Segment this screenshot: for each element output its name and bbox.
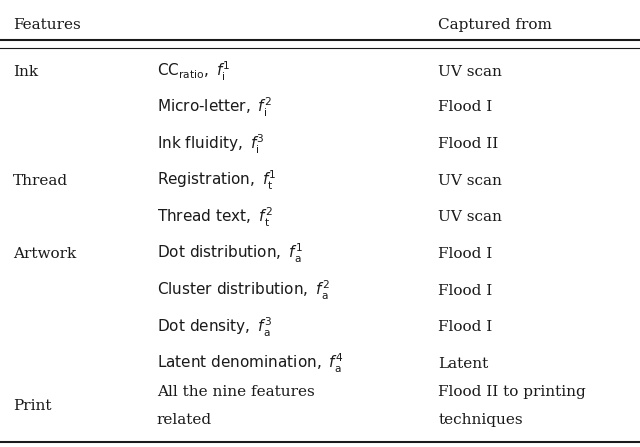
Text: Print: Print xyxy=(13,399,51,413)
Text: $\mathrm{Ink\ fluidity},\ f_{\mathrm{i}}^{3}$: $\mathrm{Ink\ fluidity},\ f_{\mathrm{i}}… xyxy=(157,132,264,156)
Text: Flood I: Flood I xyxy=(438,247,493,261)
Text: UV scan: UV scan xyxy=(438,173,502,188)
Text: Latent: Latent xyxy=(438,357,489,371)
Text: $\mathrm{Micro\text{-}letter},\ f_{\mathrm{i}}^{2}$: $\mathrm{Micro\text{-}letter},\ f_{\math… xyxy=(157,96,272,119)
Text: related: related xyxy=(157,413,212,427)
Text: $\mathrm{Registration},\ f_{\mathrm{t}}^{1}$: $\mathrm{Registration},\ f_{\mathrm{t}}^… xyxy=(157,169,276,192)
Text: Artwork: Artwork xyxy=(13,247,76,261)
Text: $\mathrm{Dot\ density},\ f_{\mathrm{a}}^{3}$: $\mathrm{Dot\ density},\ f_{\mathrm{a}}^… xyxy=(157,316,272,339)
Text: UV scan: UV scan xyxy=(438,64,502,79)
Text: Flood I: Flood I xyxy=(438,100,493,114)
Text: $\mathrm{Thread\ text},\ f_{\mathrm{t}}^{2}$: $\mathrm{Thread\ text},\ f_{\mathrm{t}}^… xyxy=(157,206,273,229)
Text: Flood II to printing: Flood II to printing xyxy=(438,384,586,399)
Text: Thread: Thread xyxy=(13,173,68,188)
Text: techniques: techniques xyxy=(438,413,523,427)
Text: $\mathrm{CC_{ratio}},\ f_{\mathrm{i}}^{1}$: $\mathrm{CC_{ratio}},\ f_{\mathrm{i}}^{1… xyxy=(157,60,230,83)
Text: Captured from: Captured from xyxy=(438,17,552,32)
Text: Flood I: Flood I xyxy=(438,283,493,298)
Text: Features: Features xyxy=(13,17,81,32)
Text: All the nine features: All the nine features xyxy=(157,384,314,399)
Text: Ink: Ink xyxy=(13,64,38,79)
Text: Flood I: Flood I xyxy=(438,320,493,334)
Text: Flood II: Flood II xyxy=(438,137,499,151)
Text: $\mathrm{Cluster\ distribution},\ f_{\mathrm{a}}^{2}$: $\mathrm{Cluster\ distribution},\ f_{\ma… xyxy=(157,279,330,302)
Text: $\mathrm{Latent\ denomination},\ f_{\mathrm{a}}^{4}$: $\mathrm{Latent\ denomination},\ f_{\mat… xyxy=(157,352,344,375)
Text: UV scan: UV scan xyxy=(438,210,502,224)
Text: $\mathrm{Dot\ distribution},\ f_{\mathrm{a}}^{1}$: $\mathrm{Dot\ distribution},\ f_{\mathrm… xyxy=(157,242,303,266)
